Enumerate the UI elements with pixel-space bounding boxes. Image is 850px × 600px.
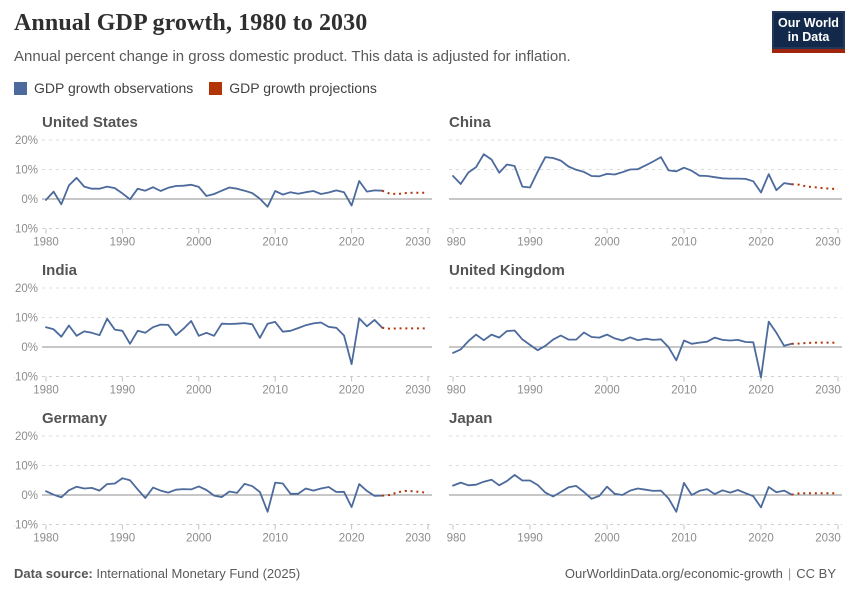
svg-text:2020: 2020 [339, 385, 365, 397]
chart-plot-united-kingdom: 1980 1990 2000 2010 2020 2030 [447, 287, 842, 397]
legend: GDP growth observations GDP growth proje… [14, 80, 377, 96]
svg-text:20%: 20% [15, 135, 38, 147]
observations-swatch-icon [14, 81, 27, 95]
svg-text:1980: 1980 [33, 533, 59, 545]
svg-text:-10%: -10% [14, 372, 38, 384]
chart-title-united-states: United States [42, 114, 138, 131]
svg-text:2000: 2000 [594, 237, 620, 249]
svg-text:2020: 2020 [748, 533, 774, 545]
chart-title-china: China [449, 114, 491, 131]
svg-text:2030: 2030 [405, 385, 431, 397]
svg-text:2010: 2010 [262, 385, 288, 397]
svg-text:0%: 0% [21, 490, 38, 502]
svg-text:1990: 1990 [110, 533, 136, 545]
chart-title-united-kingdom: United Kingdom [449, 262, 565, 279]
svg-text:-10%: -10% [14, 520, 38, 532]
svg-text:1990: 1990 [517, 237, 543, 249]
svg-text:0%: 0% [21, 194, 38, 206]
svg-text:2020: 2020 [748, 385, 774, 397]
svg-text:2030: 2030 [815, 533, 841, 545]
projections-label: GDP growth projections [229, 80, 377, 96]
svg-text:2000: 2000 [186, 533, 212, 545]
footer-attribution: OurWorldinData.org/economic-growth | CC BY [565, 566, 836, 581]
chart-plot-india: 1980 1990 2000 2010 2020 2030 20% 10% 0% -10% [14, 283, 432, 397]
svg-text:1980: 1980 [447, 385, 466, 397]
svg-text:10%: 10% [15, 313, 38, 325]
svg-text:2000: 2000 [594, 385, 620, 397]
svg-text:2030: 2030 [405, 237, 431, 249]
svg-text:10%: 10% [15, 461, 38, 473]
svg-text:2010: 2010 [671, 385, 697, 397]
svg-text:2020: 2020 [748, 237, 774, 249]
chart-title-japan: Japan [449, 410, 493, 427]
page-subtitle: Annual percent change in gross domestic … [14, 48, 571, 65]
svg-text:0%: 0% [21, 342, 38, 354]
svg-text:1980: 1980 [447, 533, 466, 545]
svg-text:2010: 2010 [262, 533, 288, 545]
svg-text:2020: 2020 [339, 237, 365, 249]
data-source-value: International Monetary Fund (2025) [96, 566, 301, 581]
svg-text:2000: 2000 [186, 385, 212, 397]
svg-text:1990: 1990 [517, 385, 543, 397]
footer-url[interactable]: OurWorldinData.org/economic-growth [564, 566, 783, 581]
owid-logo-line2: in Data [787, 30, 830, 44]
chart-panel-japan: Japan 1980 1990 2000 2010 2020 2030 [447, 406, 846, 554]
chart-panel-india: India 1980 1990 2000 2010 2020 2030 20% 10% 0% -1… [14, 258, 432, 406]
owid-logo[interactable]: Our World in Data [772, 11, 845, 53]
svg-text:1980: 1980 [447, 237, 466, 249]
page-footer: Data source: International Monetary Fund… [14, 566, 836, 581]
chart-panel-united-states: United States 1980 1990 2000 2010 2020 2030 20… [14, 110, 432, 258]
charts-grid: United States 1980 1990 2000 2010 2020 2030 20… [14, 110, 846, 554]
svg-text:2020: 2020 [339, 533, 365, 545]
page-title: Annual GDP growth, 1980 to 2030 [14, 10, 368, 36]
svg-text:-10%: -10% [14, 224, 38, 236]
chart-title-india: India [42, 262, 78, 279]
projections-swatch-icon [209, 81, 223, 95]
svg-text:2010: 2010 [262, 237, 288, 249]
svg-text:20%: 20% [15, 431, 38, 443]
legend-item-observations: GDP growth observations [14, 80, 193, 96]
svg-text:1980: 1980 [33, 385, 59, 397]
svg-text:10%: 10% [15, 165, 38, 177]
svg-text:1990: 1990 [110, 385, 136, 397]
svg-text:2030: 2030 [815, 237, 841, 249]
footer-separator: | [787, 566, 792, 581]
svg-text:2030: 2030 [405, 533, 431, 545]
chart-panel-united-kingdom: United Kingdom 1980 1990 2000 2010 2020 2030 [447, 258, 846, 406]
svg-text:1990: 1990 [517, 533, 543, 545]
data-source: Data source: International Monetary Fund… [14, 566, 300, 581]
chart-plot-united-states: 1980 1990 2000 2010 2020 2030 20% 10% 0% -10% [14, 135, 432, 249]
observations-label: GDP growth observations [34, 80, 194, 96]
chart-title-germany: Germany [42, 410, 108, 427]
owid-logo-line1: Our World [778, 16, 839, 30]
chart-panel-china: China 1980 1990 2000 2010 2020 2030 [447, 110, 846, 258]
chart-plot-germany: 1980 1990 2000 2010 2020 2030 20% 10% 0% -10% [14, 431, 432, 545]
footer-license[interactable]: CC BY [796, 566, 836, 581]
chart-panel-germany: Germany 1980 1990 2000 2010 2020 2030 20% 10% 0%… [14, 406, 432, 554]
svg-text:1980: 1980 [33, 237, 59, 249]
svg-text:20%: 20% [15, 283, 38, 295]
svg-text:2010: 2010 [671, 533, 697, 545]
svg-text:1990: 1990 [110, 237, 136, 249]
chart-plot-japan: 1980 1990 2000 2010 2020 2030 [447, 435, 842, 545]
chart-plot-china: 1980 1990 2000 2010 2020 2030 [447, 139, 842, 249]
svg-text:2000: 2000 [186, 237, 212, 249]
svg-text:2030: 2030 [815, 385, 841, 397]
legend-item-projections: GDP growth projections [209, 80, 377, 96]
data-source-label: Data source: [14, 566, 93, 581]
svg-text:2010: 2010 [671, 237, 697, 249]
svg-text:2000: 2000 [594, 533, 620, 545]
